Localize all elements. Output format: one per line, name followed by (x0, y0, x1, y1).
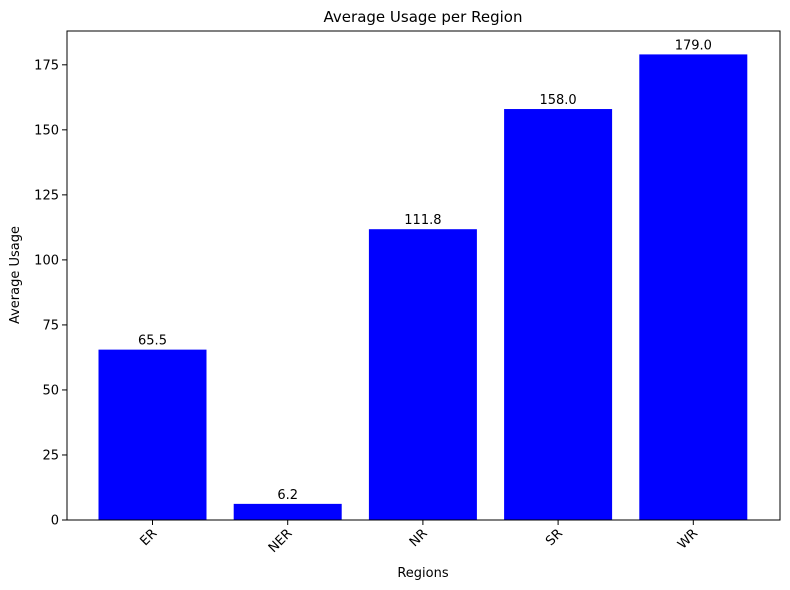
bars-group (98, 54, 748, 521)
bar-ner (233, 503, 342, 520)
y-tick-label-0: 0 (51, 514, 59, 529)
chart-title: Average Usage per Region (324, 8, 523, 26)
value-label-ner: 6.2 (277, 488, 298, 503)
x-tick-label-ner: NER (266, 526, 296, 556)
y-axis-label: Average Usage (8, 226, 23, 324)
bar-er (98, 349, 207, 520)
y-tick-label-100: 100 (34, 253, 59, 268)
bar-wr (639, 54, 748, 520)
value-label-sr: 158.0 (539, 93, 576, 108)
y-axis: 0 25 50 75 100 125 150 175 (34, 58, 67, 529)
value-label-er: 65.5 (138, 334, 167, 349)
y-tick-label-75: 75 (42, 318, 59, 333)
y-tick-label-50: 50 (42, 383, 59, 398)
y-tick-label-150: 150 (34, 123, 59, 138)
value-labels-group: 65.5 6.2 111.8 158.0 179.0 (138, 38, 712, 502)
plot-frame (66, 30, 781, 521)
x-tick-label-nr: NR (407, 526, 431, 550)
bar-sr (504, 109, 613, 520)
value-label-wr: 179.0 (675, 38, 712, 53)
x-axis-label: Regions (397, 566, 449, 581)
x-tick-label-sr: SR (543, 526, 566, 549)
y-tick-label-175: 175 (34, 58, 59, 73)
x-tick-label-wr: WR (675, 526, 701, 552)
x-tick-label-er: ER (138, 526, 161, 549)
y-tick-label-25: 25 (42, 448, 59, 463)
x-axis: ER NER NR SR WR (138, 520, 701, 556)
bar-nr (368, 229, 477, 521)
value-label-nr: 111.8 (404, 213, 441, 228)
y-tick-label-125: 125 (34, 188, 59, 203)
